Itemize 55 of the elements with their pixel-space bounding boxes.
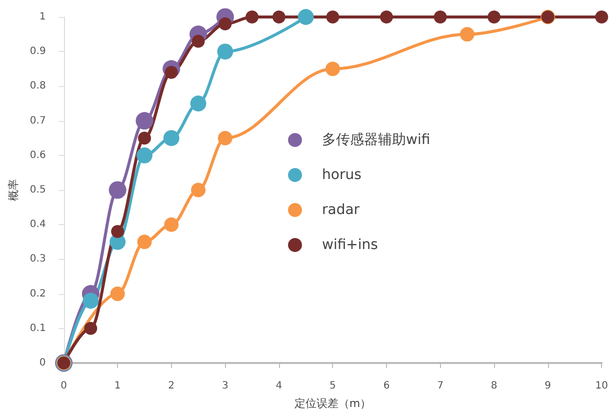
y-axis-title: 概率 [7,179,20,201]
x-tick-label: 1 [114,380,121,392]
y-tick-label: 0.6 [30,150,46,161]
point [460,27,474,42]
point [326,10,340,24]
point [111,225,124,238]
legend-label: 多传感器辅助wifi [322,132,430,148]
point [246,10,259,24]
y-tick-label: 1 [39,12,46,22]
x-tick-label: 8 [490,380,498,392]
point [138,132,151,145]
y-tick-label: 0.5 [30,184,46,196]
x-tick-label: 9 [544,380,552,392]
legend-label: wifi+ins [322,237,378,253]
point [217,44,234,60]
x-tick-label: 3 [222,380,228,392]
point [218,130,232,146]
legend-label: radar [322,202,360,218]
x-tick-label: 2 [168,380,175,392]
x-axis-title: 定位误差（m） [294,397,372,410]
point [434,10,447,24]
x-tick-label: 6 [383,380,390,392]
x-tick-label: 10 [595,380,608,392]
point [595,10,608,24]
point [192,34,205,48]
y-tick-label: 0.9 [30,46,46,58]
point [137,234,152,250]
point [218,17,232,30]
point [82,292,99,309]
point [110,286,125,302]
point [190,96,206,112]
point [380,10,394,24]
y-tick-label: 0.1 [30,322,46,334]
point [136,112,154,130]
x-tick-label: 5 [330,380,336,392]
x-tick-label: 4 [276,380,282,392]
point [164,217,179,232]
point [191,182,206,198]
point [488,10,501,24]
y-tick-label: 0.7 [30,115,46,126]
y-tick-label: 0.4 [30,219,46,230]
point [325,62,340,76]
legend-label: horus [322,167,362,183]
y-tick-label: 0.3 [30,254,46,265]
x-tick-label: 0 [60,380,67,392]
point [272,10,286,24]
y-tick-label: 0.2 [30,288,46,300]
x-tick-label: 7 [437,380,444,392]
point [108,181,126,199]
point [163,130,180,146]
y-tick-label: 0.8 [30,80,46,92]
point [84,322,98,335]
point [136,147,152,164]
point [298,9,314,25]
y-tick-label: 0 [39,358,46,368]
